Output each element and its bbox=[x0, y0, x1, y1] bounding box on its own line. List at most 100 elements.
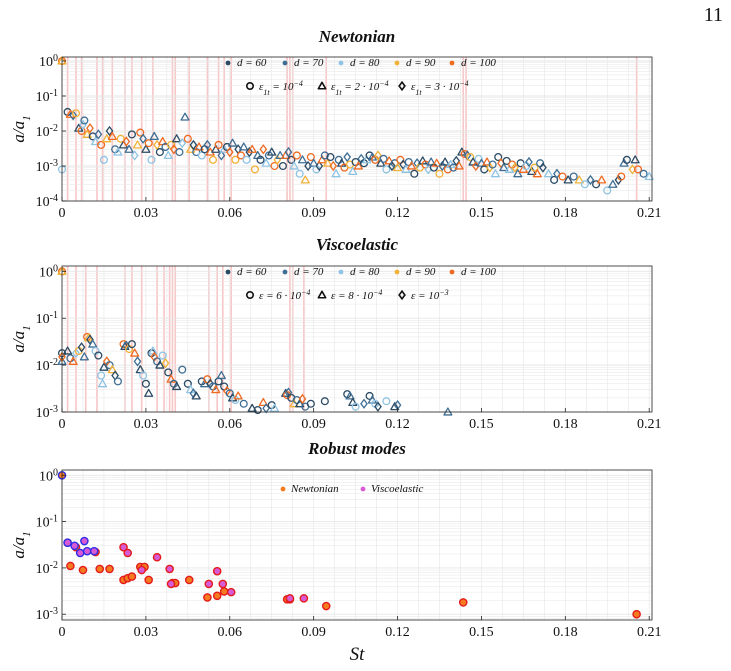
data-point bbox=[320, 397, 329, 406]
x-tick-label: 0.18 bbox=[553, 206, 578, 221]
y-tick-label: 100 bbox=[39, 263, 58, 281]
data-point bbox=[133, 356, 142, 367]
y-tick-base: 10 bbox=[36, 562, 50, 577]
x-tick-label: 0.09 bbox=[301, 625, 326, 640]
plot-frame bbox=[61, 469, 653, 621]
data-point bbox=[474, 154, 483, 163]
legend: Newtonian Viscoelastic bbox=[280, 483, 423, 495]
data-point bbox=[597, 175, 607, 184]
data-point bbox=[300, 175, 310, 184]
page-number: 11 bbox=[703, 4, 723, 26]
x-tick-label: 0.03 bbox=[134, 417, 159, 432]
data-point bbox=[295, 169, 304, 178]
data-point bbox=[574, 175, 584, 184]
y-tick-exp: -1 bbox=[50, 310, 58, 321]
data-point bbox=[392, 163, 403, 172]
data-point bbox=[384, 156, 394, 165]
y-axis-label: a/a1 bbox=[9, 531, 33, 558]
y-tick-exp: -2 bbox=[50, 122, 58, 133]
data-point bbox=[245, 146, 254, 158]
data-point bbox=[639, 169, 648, 178]
legend-marker bbox=[246, 290, 255, 299]
data-point bbox=[270, 161, 279, 171]
data-point bbox=[183, 134, 192, 143]
data-point bbox=[184, 575, 194, 585]
data-point bbox=[212, 566, 222, 576]
legend-label: ε1t = 10−4 bbox=[259, 79, 303, 97]
data-point bbox=[94, 129, 103, 140]
data-point bbox=[141, 144, 151, 153]
data-point bbox=[228, 138, 238, 147]
data-point bbox=[485, 162, 494, 173]
y-tick-exp: -3 bbox=[50, 157, 58, 168]
y-tick-base: 10 bbox=[36, 608, 50, 623]
data-point bbox=[592, 180, 601, 189]
data-point bbox=[267, 147, 277, 156]
y-axis-label: a/a1 bbox=[9, 325, 33, 352]
y-axis-label-sub: 1 bbox=[21, 531, 33, 537]
chart-panel-3: 0 0.03 0.06 0.09 0.12 0.15 0.18 0.2110010-110-2… bbox=[9, 439, 661, 665]
legend-eps-sup: −4 bbox=[379, 79, 388, 88]
data-point bbox=[586, 174, 595, 186]
data-point bbox=[532, 169, 542, 178]
y-tick-exp: -1 bbox=[50, 513, 58, 524]
data-point bbox=[299, 594, 309, 603]
data-point bbox=[225, 389, 234, 398]
data-point bbox=[116, 134, 125, 143]
x-tick-label: 0.21 bbox=[637, 417, 662, 432]
data-point bbox=[88, 339, 98, 348]
data-point bbox=[172, 134, 182, 143]
legend-swatch bbox=[282, 60, 288, 66]
data-point bbox=[494, 153, 503, 162]
data-point bbox=[189, 139, 198, 151]
data-point bbox=[219, 587, 229, 596]
panel-title: Newtonian bbox=[318, 27, 396, 46]
data-point bbox=[320, 151, 329, 160]
legend-eps: ε bbox=[331, 81, 336, 93]
data-point bbox=[219, 144, 229, 153]
legend-swatch bbox=[225, 60, 231, 66]
data-point bbox=[97, 371, 106, 380]
data-point bbox=[530, 163, 539, 172]
data-point bbox=[563, 175, 573, 184]
data-point bbox=[239, 142, 249, 151]
data-point bbox=[306, 153, 315, 162]
data-point bbox=[231, 155, 240, 164]
data-point bbox=[86, 334, 94, 345]
data-point bbox=[490, 169, 500, 178]
plot-frame bbox=[61, 56, 653, 202]
legend-eps-sup: −4 bbox=[301, 288, 310, 297]
x-tick-label: 0.03 bbox=[134, 625, 159, 640]
y-tick-exp: 0 bbox=[53, 263, 58, 274]
data-point bbox=[113, 377, 122, 386]
legend-label: Viscoelastic bbox=[371, 483, 423, 495]
x-tick-label: 0.03 bbox=[134, 206, 159, 221]
data-point bbox=[80, 536, 89, 546]
data-point bbox=[124, 144, 134, 153]
data-point bbox=[63, 538, 72, 548]
legend-eps-sub: 1t bbox=[415, 88, 422, 97]
data-point bbox=[297, 155, 308, 164]
data-point bbox=[183, 379, 192, 388]
x-tick-label: 0.12 bbox=[385, 417, 410, 432]
data-point bbox=[63, 346, 73, 355]
data-point bbox=[119, 542, 128, 552]
legend-eps-rest: = 10 bbox=[415, 290, 439, 302]
y-tick-label: 10-3 bbox=[36, 404, 58, 422]
y-tick-exp: -2 bbox=[50, 357, 58, 368]
data-point bbox=[95, 564, 105, 574]
legend-swatch bbox=[280, 486, 286, 492]
data-point bbox=[75, 548, 85, 558]
legend-label: ε = 6 · 10−4 bbox=[259, 288, 310, 303]
legend-label: d = 80 bbox=[350, 266, 380, 278]
data-point bbox=[175, 148, 184, 157]
data-point bbox=[285, 594, 295, 603]
plot-area bbox=[62, 266, 652, 412]
y-tick-exp: -3 bbox=[50, 404, 58, 415]
y-tick-label: 10-3 bbox=[36, 157, 58, 175]
legend-swatch bbox=[282, 269, 288, 275]
legend-marker bbox=[317, 81, 327, 90]
y-tick-exp: -1 bbox=[50, 87, 58, 98]
data-point bbox=[107, 365, 117, 374]
